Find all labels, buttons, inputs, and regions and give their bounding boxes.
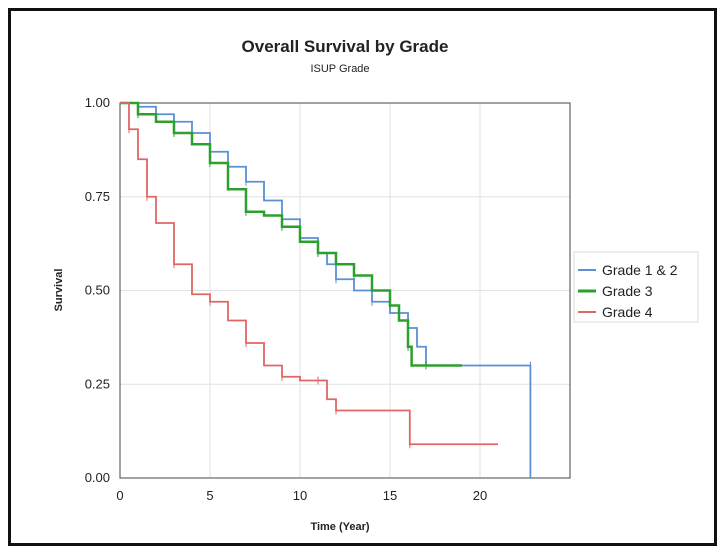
legend-label: Grade 3	[602, 283, 653, 299]
legend-box	[573, 251, 699, 323]
y-tick-label: 1.00	[85, 95, 110, 110]
y-tick-label: 0.75	[85, 189, 110, 204]
y-tick-labels: 0.00 0.25 0.50 0.75 1.00	[85, 95, 110, 485]
x-tick-label: 5	[206, 488, 213, 503]
series-line-0	[120, 102, 532, 478]
legend-label: Grade 4	[602, 304, 653, 320]
chart-title: Overall Survival by Grade	[242, 37, 449, 56]
gridlines	[119, 102, 570, 479]
x-axis-label: Time (Year)	[310, 521, 369, 533]
y-tick-label: 0.00	[85, 470, 110, 485]
series-line-2	[120, 102, 498, 446]
x-tick-label: 0	[116, 488, 123, 503]
y-tick-label: 0.50	[85, 283, 110, 298]
series-line-1	[120, 101, 462, 367]
chart-subtitle: ISUP Grade	[310, 63, 369, 75]
x-tick-label: 15	[383, 488, 397, 503]
series-lines	[120, 101, 532, 478]
x-tick-label: 20	[473, 488, 487, 503]
x-tick-label: 10	[293, 488, 307, 503]
y-tick-label: 0.25	[85, 376, 110, 391]
x-tick-labels: 0 5 10 15 20	[116, 488, 487, 503]
plot-area	[119, 102, 571, 479]
legend-label: Grade 1 & 2	[602, 262, 678, 278]
y-axis-label: Survival	[53, 269, 65, 312]
legend: Grade 1 & 2 Grade 3 Grade 4	[573, 251, 699, 323]
